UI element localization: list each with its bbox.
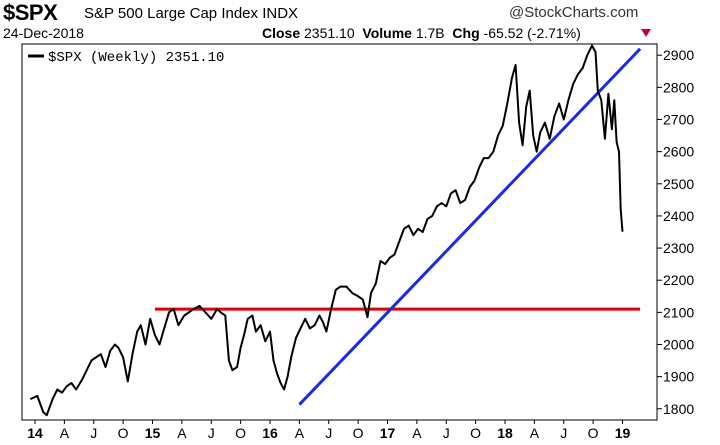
y-tick-label: 2000: [663, 336, 694, 352]
price-series-line: [29, 44, 624, 417]
x-tick-label: J: [560, 425, 567, 441]
close-value: 2351.10: [304, 25, 355, 41]
x-tick-label: A: [295, 425, 305, 441]
x-tick-label: J: [208, 425, 215, 441]
y-tick-label: 2300: [663, 240, 694, 256]
chg-value: -65.52 (-2.71%): [483, 25, 581, 41]
chg-label: Chg: [452, 25, 480, 41]
x-tick-label: J: [325, 425, 332, 441]
volume-label: Volume: [362, 25, 412, 41]
plot-border: [21, 43, 658, 421]
x-tick-label: A: [177, 425, 187, 441]
trend-line: [298, 47, 642, 406]
volume-value: 1.7B: [415, 25, 445, 41]
x-tick-label: 17: [380, 425, 396, 441]
down-arrow-icon: [641, 29, 651, 37]
chart-date: 24-Dec-2018: [3, 25, 84, 41]
price-stats: Close 2351.10 Volume 1.7B Chg -65.52 (-2…: [262, 25, 581, 41]
chart-legend: $SPX (Weekly) 2351.10: [28, 50, 224, 66]
x-tick-label: O: [470, 425, 481, 441]
chart-frame: [21, 43, 658, 421]
x-tick-label: 18: [497, 425, 513, 441]
x-tick-label: O: [588, 425, 599, 441]
chart-series: [29, 44, 642, 417]
x-tick-label: O: [118, 425, 129, 441]
legend-label: $SPX (Weekly) 2351.10: [48, 50, 224, 66]
exchange-label: INDX: [262, 5, 299, 22]
y-tick-label: 2500: [663, 176, 694, 192]
x-tick-label: J: [443, 425, 450, 441]
x-tick-label: A: [412, 425, 422, 441]
x-tick-label: 15: [145, 425, 161, 441]
y-tick-label: 2800: [663, 79, 694, 95]
index-name: S&P 500 Large Cap Index INDX: [84, 5, 298, 22]
y-tick-label: 2900: [663, 47, 694, 63]
y-tick-label: 1900: [663, 369, 694, 385]
x-tick-label: 16: [262, 425, 278, 441]
x-tick-label: 19: [615, 425, 631, 441]
symbol-label: $SPX: [3, 0, 58, 25]
y-tick-label: 2400: [663, 208, 694, 224]
y-tick-label: 1800: [663, 401, 694, 417]
x-tick-label: A: [530, 425, 540, 441]
index-full-name: S&P 500 Large Cap Index: [84, 5, 259, 22]
x-tick-label: 14: [27, 425, 43, 441]
x-tick-label: J: [90, 425, 97, 441]
x-tick-label: A: [60, 425, 70, 441]
chart-header: $SPX S&P 500 Large Cap Index INDX 24-Dec…: [0, 0, 720, 44]
y-tick-label: 2700: [663, 112, 694, 128]
brand-label[interactable]: @StockCharts.com: [509, 4, 639, 21]
y-tick-label: 2200: [663, 272, 694, 288]
close-label: Close: [262, 25, 301, 41]
x-tick-label: O: [235, 425, 246, 441]
x-tick-label: O: [353, 425, 364, 441]
y-tick-label: 2100: [663, 304, 694, 320]
y-tick-label: 2600: [663, 144, 694, 160]
chart-axes: 1800 1900 2000 2100 2200 2300 2400 2500 2600 2700…: [27, 47, 694, 441]
